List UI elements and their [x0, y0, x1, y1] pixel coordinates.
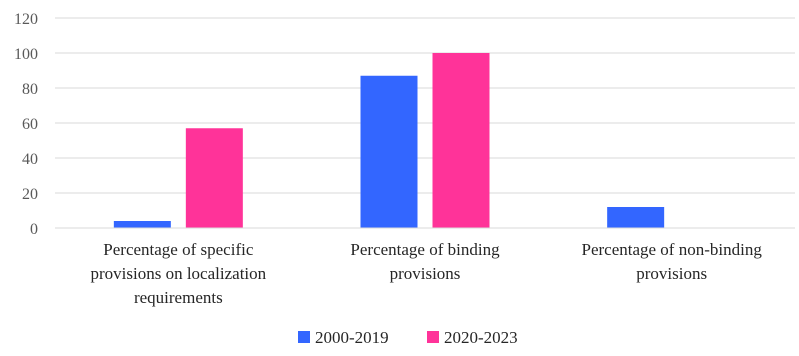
y-tick-label: 100: [14, 46, 38, 63]
bar-2020-2023-1: [432, 53, 490, 228]
y-tick-label: 20: [22, 186, 38, 203]
category-labels: Percentage of specific provisions on loca…: [91, 240, 763, 307]
category-label: Percentage of specific: [103, 240, 254, 259]
category-label: Percentage of non-binding: [581, 240, 762, 259]
y-tick-label: 0: [30, 221, 38, 238]
gridlines: [55, 17, 795, 194]
category-label: provisions: [390, 264, 461, 283]
bar-2000-2019-1: [360, 75, 418, 228]
legend-label: 2020-2023: [444, 328, 518, 347]
y-tick-label: 60: [22, 116, 38, 133]
y-tick-label: 40: [22, 151, 38, 168]
bar-2000-2019-2: [607, 207, 665, 228]
y-tick-label: 80: [22, 81, 38, 98]
legend: 2000-2019 2020-2023: [298, 328, 518, 347]
bar-2000-2019-0: [113, 221, 171, 228]
category-label: Percentage of binding: [350, 240, 500, 259]
category-label: requirements: [134, 288, 223, 307]
legend-swatch: [427, 331, 439, 343]
bars: [113, 53, 665, 228]
category-label: provisions: [636, 264, 707, 283]
y-tick-label: 120: [14, 11, 38, 28]
legend-label: 2000-2019: [315, 328, 389, 347]
y-axis-ticks: 0 20 40 60 80 100 120: [14, 11, 38, 238]
bar-2020-2023-0: [185, 128, 243, 228]
category-label: provisions on localization: [91, 264, 267, 283]
legend-swatch: [298, 331, 310, 343]
